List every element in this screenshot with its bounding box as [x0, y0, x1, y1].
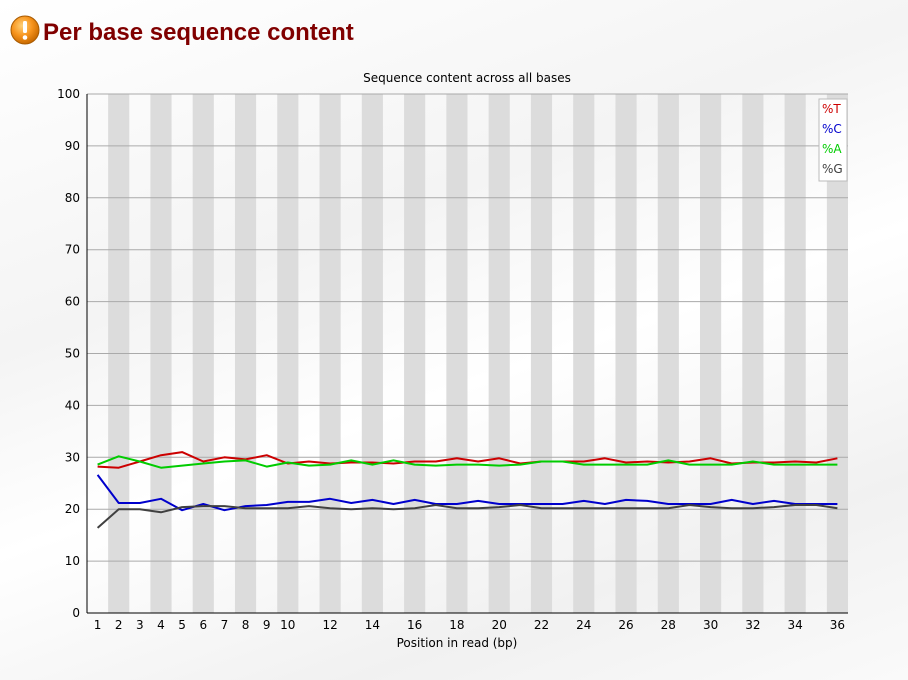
legend-entry: %G [822, 162, 843, 176]
x-axis-label: Position in read (bp) [397, 636, 518, 650]
legend-entry: %C [822, 122, 842, 136]
x-tick-label: 6 [199, 618, 207, 632]
x-tick-label: 8 [242, 618, 250, 632]
x-tick-label: 26 [618, 618, 633, 632]
x-tick-label: 14 [365, 618, 380, 632]
x-tick-label: 24 [576, 618, 591, 632]
y-tick-label: 10 [65, 554, 80, 568]
series-line-1 [96, 474, 838, 512]
x-tick-label: 22 [534, 618, 549, 632]
horizontal-gridlines [87, 93, 848, 562]
x-tick-label: 3 [136, 618, 144, 632]
x-tick-label: 36 [830, 618, 845, 632]
series-line-3 [96, 504, 838, 529]
axes [86, 94, 848, 614]
x-tick-label: 20 [492, 618, 507, 632]
x-tick-label: 18 [449, 618, 464, 632]
report-header: Per base sequence content [10, 10, 354, 50]
series-line-0 [97, 451, 838, 469]
y-tick-label: 90 [65, 139, 80, 153]
x-tick-label: 32 [745, 618, 760, 632]
y-tick-label: 70 [65, 243, 80, 257]
x-tick-label: 1 [94, 618, 102, 632]
y-axis-tick-labels: 0 10 20 30 40 50 60 70 80 90 100 [57, 87, 80, 620]
background-stripes [108, 94, 848, 613]
legend-entry: %T [822, 102, 841, 116]
legend-entry: %A [822, 142, 842, 156]
y-tick-label: 30 [65, 450, 80, 464]
y-tick-label: 50 [65, 347, 80, 361]
x-tick-label: 9 [263, 618, 271, 632]
x-tick-label: 34 [788, 618, 803, 632]
x-tick-label: 12 [322, 618, 337, 632]
warning-icon [10, 15, 40, 45]
x-tick-label: 28 [661, 618, 676, 632]
y-tick-label: 40 [65, 398, 80, 412]
x-tick-label: 7 [221, 618, 229, 632]
y-tick-label: 20 [65, 502, 80, 516]
series-lines [96, 451, 838, 529]
y-tick-label: 0 [72, 606, 80, 620]
x-tick-label: 2 [115, 618, 123, 632]
sequence-content-chart: Sequence content across all bases 0 10 20 3… [57, 71, 848, 650]
series-line-2 [97, 455, 838, 469]
x-tick-label: 16 [407, 618, 422, 632]
y-tick-label: 80 [65, 191, 80, 205]
y-tick-label: 100 [57, 87, 80, 101]
page-title: Per base sequence content [43, 19, 354, 46]
chart-title: Sequence content across all bases [363, 71, 571, 85]
x-tick-label: 4 [157, 618, 165, 632]
y-tick-label: 60 [65, 295, 80, 309]
x-tick-label: 5 [178, 618, 186, 632]
legend-box [818, 98, 848, 182]
x-axis-tick-labels: 1 2 3 4 5 6 7 8 9 10 12 14 16 18 20 22 24 26 28 30 32 34 36 [94, 618, 845, 632]
x-tick-label: 10 [280, 618, 295, 632]
x-tick-label: 30 [703, 618, 718, 632]
legend: %T %C %A %G [818, 98, 848, 182]
